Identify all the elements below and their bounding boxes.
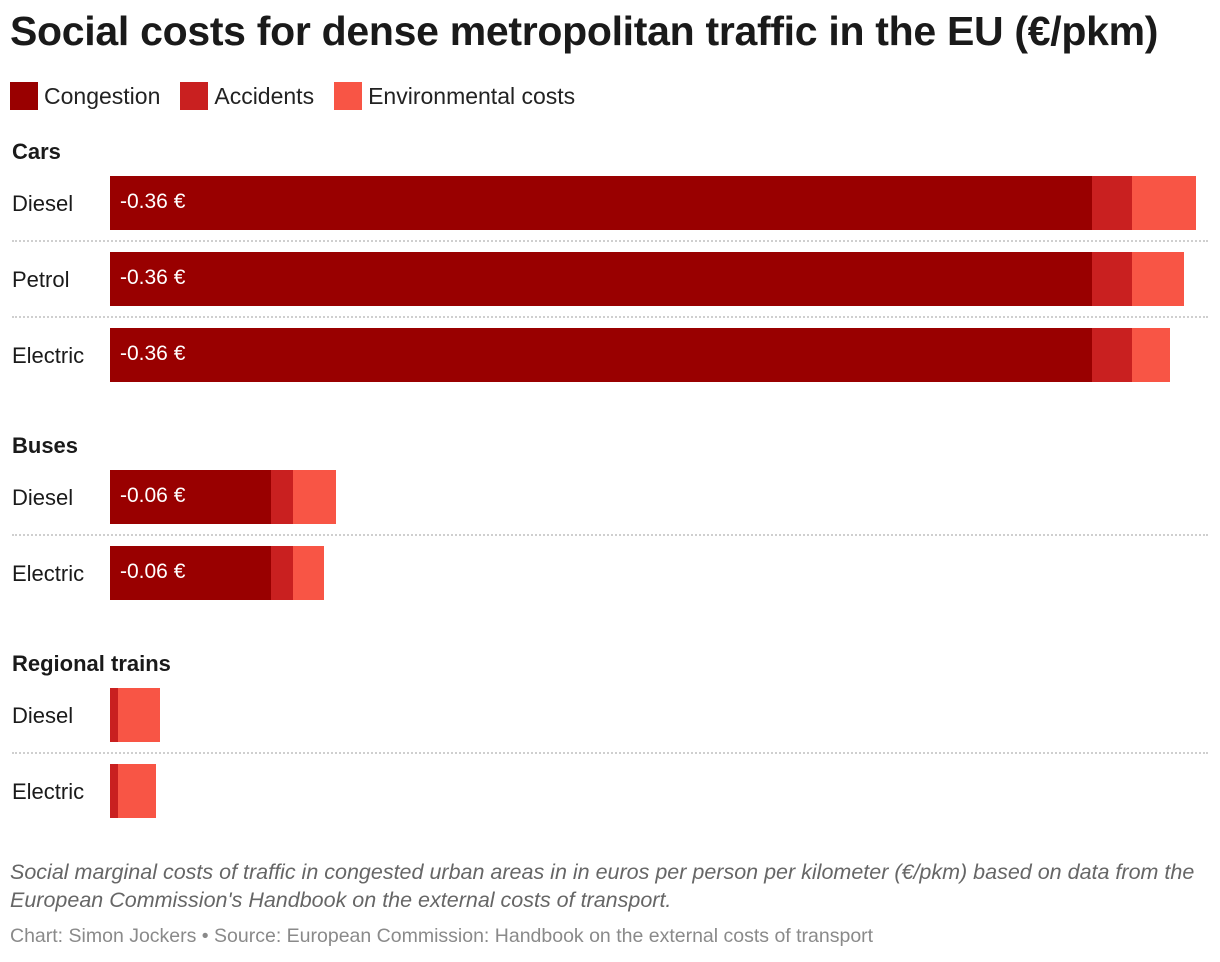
row-label: Electric [12, 343, 85, 368]
bar-segment-congestion [110, 546, 271, 600]
row-label: Electric [12, 779, 85, 804]
legend-label-congestion: Congestion [44, 82, 161, 109]
legend-swatch-environmental [334, 82, 363, 110]
row-separator [12, 752, 1208, 754]
row-label: Electric [12, 561, 85, 586]
bar-row [110, 176, 1196, 230]
bar-segment-accidents [1092, 328, 1132, 382]
bar-segment-accidents [1092, 176, 1132, 230]
legend-item-accidents: Accidents [180, 82, 314, 110]
legend-item-congestion: Congestion [10, 82, 160, 110]
bar-segment-congestion [110, 328, 1093, 382]
group-label: Regional trains [12, 651, 171, 676]
bar-row [110, 470, 337, 524]
chart-title: Social costs for dense metropolitan traf… [10, 8, 1159, 54]
bar-row [110, 252, 1184, 306]
bar-row [110, 328, 1170, 382]
row-separator [12, 316, 1208, 318]
bar-row [110, 688, 160, 742]
legend-label-environmental: Environmental costs [368, 82, 576, 109]
row-label: Diesel [12, 191, 74, 216]
bar-segment-accidents [110, 688, 118, 742]
bar-segment-accidents [270, 470, 293, 524]
row-separator [12, 240, 1208, 242]
bar-row [110, 546, 325, 600]
bar-segment-congestion [110, 470, 271, 524]
bar-segment-environmental [292, 546, 325, 600]
chart-credit: Chart: Simon Jockers • Source: European … [10, 925, 874, 947]
bar-segment-environmental [117, 688, 160, 742]
row-separator [12, 534, 1208, 536]
legend-item-environmental: Environmental costs [334, 82, 575, 110]
chart-description: Social marginal costs of traffic in cong… [10, 860, 1195, 912]
row-label: Diesel [12, 703, 74, 728]
bar-segment-environmental [1131, 252, 1184, 306]
stacked-bar-chart: Cars Diesel -0.36 € Petrol -0.36 € Electric -0… [0, 130, 1220, 830]
bar-segment-accidents [270, 546, 293, 600]
bar-segment-environmental [292, 470, 337, 524]
bar-segment-congestion [110, 176, 1093, 230]
row-label: Petrol [12, 267, 70, 292]
bar-row [110, 764, 156, 818]
group-label: Buses [12, 433, 79, 458]
group-label: Cars [12, 139, 61, 164]
legend-swatch-congestion [10, 82, 38, 110]
bar-segment-environmental [1131, 176, 1196, 230]
bar-segment-environmental [1131, 328, 1170, 382]
legend-label-accidents: Accidents [214, 82, 315, 109]
legend-swatch-accidents [180, 82, 209, 110]
chart-legend: Congestion Accidents Environmental costs [10, 82, 595, 110]
bar-segment-accidents [1092, 252, 1132, 306]
bar-segment-accidents [110, 764, 118, 818]
bar-segment-environmental [117, 764, 156, 818]
row-label: Diesel [12, 485, 74, 510]
bar-segment-congestion [110, 252, 1093, 306]
